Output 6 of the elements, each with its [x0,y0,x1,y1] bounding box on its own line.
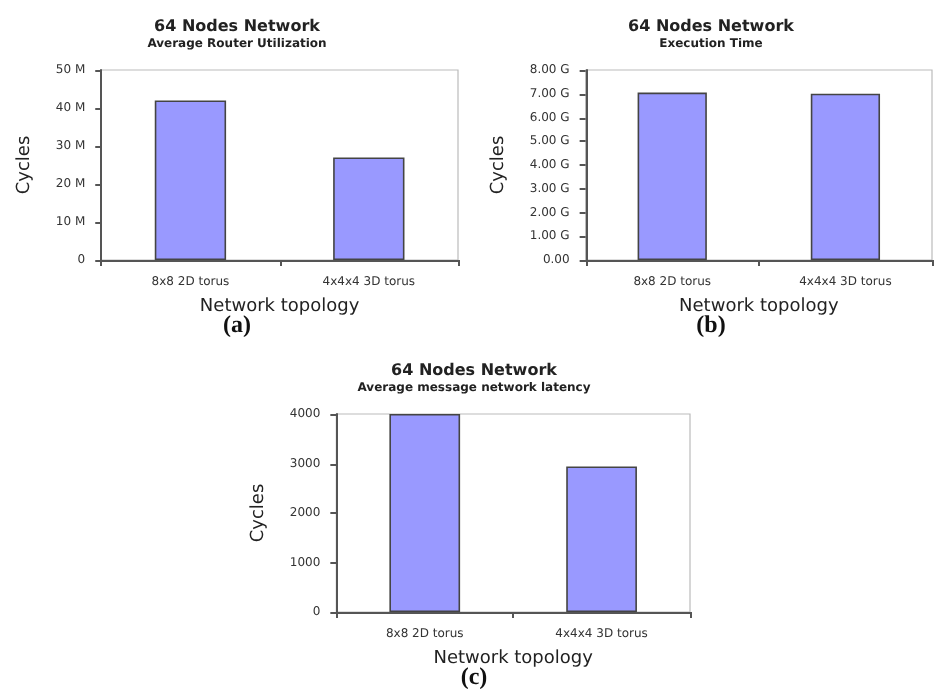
chart-title: 64 Nodes Network [628,17,796,35]
y-axis-title: Cycles [249,483,269,543]
y-axis-title: Cycles [489,135,509,195]
chart-title: 64 Nodes Network [154,17,322,35]
chart-title: 64 Nodes Network [391,361,559,379]
y-axis-title: Cycles [15,135,35,195]
